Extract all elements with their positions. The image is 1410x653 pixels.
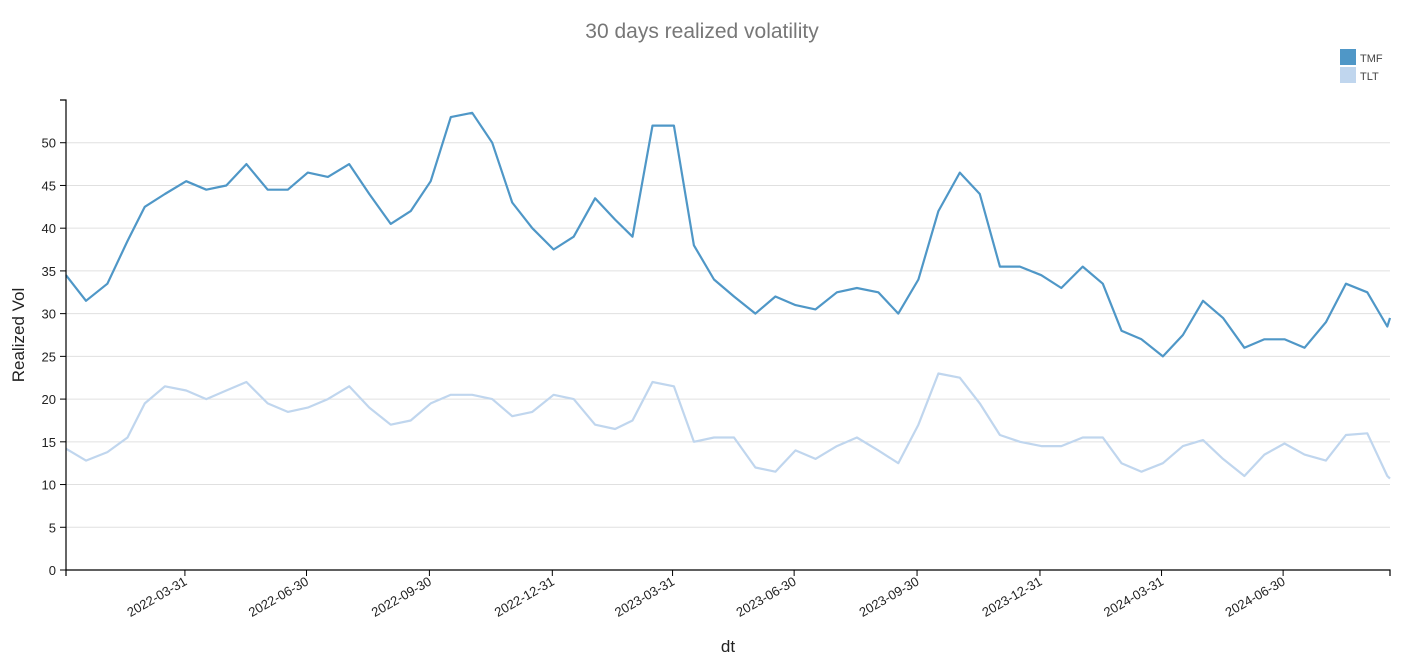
legend-swatch-tlt[interactable] xyxy=(1340,67,1356,83)
x-axis: 2022-03-31 2022-06-30 2022-09-30 2022-12-31… xyxy=(65,569,1391,620)
x-tick-label: 2024-03-31 xyxy=(1101,574,1166,620)
y-tick-label: 20 xyxy=(42,392,56,407)
y-axis-label: Realized Vol xyxy=(9,288,28,383)
y-tick-label: 10 xyxy=(42,478,56,493)
y-axis-line xyxy=(60,99,67,570)
y-tick-label: 30 xyxy=(42,307,56,322)
y-tick-label: 5 xyxy=(49,520,56,535)
y-tick-label: 15 xyxy=(42,435,56,450)
x-tick-label: 2024-06-30 xyxy=(1223,574,1288,620)
legend-label-tmf: TMF xyxy=(1360,53,1383,65)
x-tick-label: 2023-09-30 xyxy=(856,574,921,620)
gridlines xyxy=(66,142,1390,528)
x-tick-label: 2022-03-31 xyxy=(124,574,189,620)
x-tick-label: 2022-06-30 xyxy=(246,574,311,620)
series-lines xyxy=(65,111,1392,480)
legend: TMF TLT xyxy=(1340,49,1383,83)
y-tick-label: 45 xyxy=(42,178,56,193)
x-axis-label: dt xyxy=(721,637,735,653)
y-tick-label: 0 xyxy=(49,563,56,578)
x-axis-line xyxy=(65,569,1391,576)
y-axis: 0 5 10 15 20 25 30 35 40 45 50 xyxy=(42,99,67,578)
y-tick-label: 40 xyxy=(42,221,56,236)
y-tick-label: 50 xyxy=(42,136,56,151)
legend-label-tlt: TLT xyxy=(1360,71,1379,83)
legend-swatch-tmf[interactable] xyxy=(1340,49,1356,65)
x-tick-label: 2023-06-30 xyxy=(734,574,799,620)
x-tick-label: 2022-12-31 xyxy=(492,574,557,620)
chart-title: 30 days realized volatility xyxy=(585,20,819,43)
y-tick-label: 35 xyxy=(42,264,56,279)
series-line-tlt xyxy=(65,372,1391,480)
x-tick-label: 2022-09-30 xyxy=(369,574,434,620)
x-tick-label: 2023-12-31 xyxy=(979,574,1044,620)
y-tick-label: 25 xyxy=(42,349,56,364)
series-line-tmf xyxy=(65,111,1392,358)
x-tick-label: 2023-03-31 xyxy=(612,574,677,620)
